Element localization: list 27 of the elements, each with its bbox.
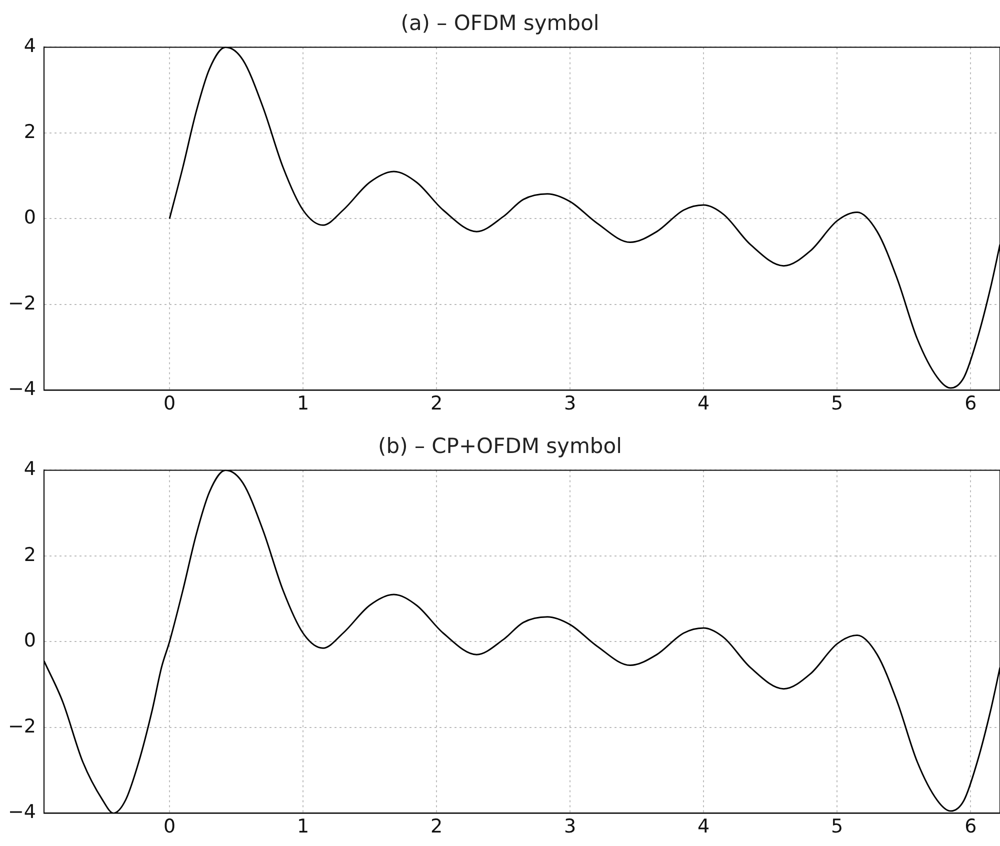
y-tick-label: 2 bbox=[24, 120, 36, 143]
x-tick-label: 4 bbox=[698, 392, 710, 415]
y-tick-label: 4 bbox=[24, 458, 36, 480]
x-tick-label: 2 bbox=[430, 392, 443, 415]
x-tick-label: 4 bbox=[698, 816, 710, 838]
x-tick-label: 5 bbox=[831, 392, 844, 415]
chart-title: (b) – CP+OFDM symbol bbox=[378, 434, 622, 458]
x-tick-label: 5 bbox=[831, 816, 844, 838]
x-tick-label: 6 bbox=[964, 816, 977, 838]
y-tick-label: 2 bbox=[24, 544, 36, 566]
x-tick-label: 2 bbox=[430, 816, 443, 838]
x-tick-label: 0 bbox=[163, 392, 176, 415]
x-tick-label: 6 bbox=[964, 392, 977, 415]
chart-title: (a) – OFDM symbol bbox=[400, 11, 600, 36]
x-tick-label: 3 bbox=[564, 816, 576, 838]
x-tick-label: 1 bbox=[296, 816, 310, 838]
x-tick-label: 1 bbox=[296, 392, 310, 415]
y-tick-label: −4 bbox=[8, 801, 36, 824]
y-tick-label: −2 bbox=[8, 292, 36, 314]
y-tick-label: 0 bbox=[24, 206, 36, 229]
y-tick-label: −2 bbox=[8, 715, 36, 738]
y-tick-label: 0 bbox=[24, 630, 36, 652]
line-series bbox=[44, 470, 1000, 814]
y-tick-label: −4 bbox=[8, 378, 36, 400]
x-tick-label: 0 bbox=[163, 816, 176, 838]
x-tick-label: 3 bbox=[564, 392, 576, 415]
y-tick-label: 4 bbox=[24, 35, 36, 58]
